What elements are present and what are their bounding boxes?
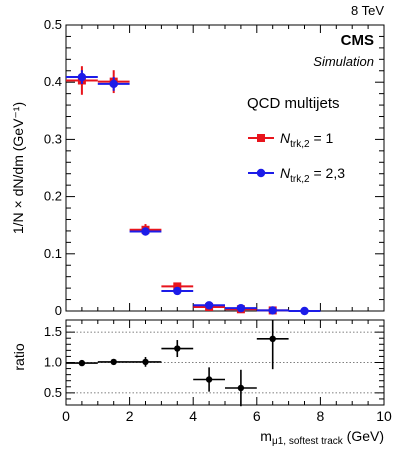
ratio-marker: [237, 384, 245, 392]
main-y-tick-label: 0.3: [44, 131, 62, 146]
ratio-marker: [205, 376, 213, 383]
legend-label-subscript: trk,2: [290, 174, 310, 185]
data-point: [225, 303, 257, 313]
ratio-data-point: [66, 359, 98, 367]
ratio-marker: [174, 345, 181, 352]
ratio-y-axis-title: ratio: [11, 343, 27, 370]
legend-label-rest: = 2,3: [310, 165, 346, 181]
main-y-tick-label: 0.5: [44, 17, 62, 32]
x-axis-title: mμ1, softest track (GeV): [260, 428, 384, 447]
legend-label-main: N: [280, 130, 291, 146]
legend-header: QCD multijets: [247, 95, 340, 112]
main-y-tick-label: 0: [55, 303, 62, 318]
legend-entry: Ntrk,2 = 1: [248, 130, 334, 150]
square-marker: [173, 282, 182, 291]
legend-label-main: N: [280, 165, 291, 181]
data-point: [288, 306, 321, 316]
main-axis-ticks: 0 0.1 0.2 0.3 0.4 0.5: [44, 17, 385, 318]
data-point: [161, 286, 194, 296]
main-y-tick-label: 0.2: [44, 189, 62, 204]
x-tick-label: 0: [62, 408, 70, 424]
experiment-label: CMS: [341, 32, 374, 49]
x-tick-label: 6: [253, 408, 261, 424]
legend-label-rest: = 1: [310, 130, 334, 146]
x-axis-title-subscript: μ1, softest track: [272, 436, 344, 447]
ratio-marker: [269, 335, 276, 343]
circle-marker: [268, 306, 277, 315]
x-tick-label: 2: [126, 408, 134, 424]
ratio-marker: [78, 359, 86, 367]
circle-marker: [204, 301, 214, 310]
circle-marker: [77, 72, 87, 82]
circle-marker: [173, 286, 182, 296]
circle-marker: [300, 306, 309, 316]
ratio-data-point: [161, 340, 194, 358]
legend-label-subscript: trk,2: [290, 139, 310, 150]
x-tick-label: 8: [317, 408, 325, 424]
data-point: [66, 70, 98, 84]
main-y-tick-label: 0.4: [44, 74, 62, 89]
circle-marker: [109, 79, 118, 89]
data-point: [97, 77, 130, 91]
main-data-points: [66, 66, 321, 316]
x-axis-title-main: m: [260, 428, 272, 444]
legend-circle-marker: [256, 168, 266, 178]
x-tick-label: 10: [376, 408, 392, 424]
circle-marker: [236, 303, 246, 313]
legend-label: Ntrk,2 = 1: [280, 130, 334, 150]
ratio-data-point: [225, 369, 257, 407]
main-y-tick-label: 0.1: [44, 246, 62, 261]
legend-label: Ntrk,2 = 2,3: [280, 165, 345, 185]
ratio-marker: [110, 358, 117, 366]
ratio-data-point: [193, 367, 225, 392]
legend-entry: Ntrk,2 = 2,3: [248, 165, 345, 185]
ratio-y-tick-label: 1.5: [44, 324, 62, 339]
data-point: [129, 227, 162, 236]
circle-marker: [141, 227, 150, 236]
main-y-axis-title: 1/N × dN/dm (GeV⁻¹): [10, 102, 26, 234]
ratio-y-tick-label: 0.5: [44, 385, 62, 400]
legend-square-marker: [257, 134, 265, 142]
ratio-data-point: [129, 357, 162, 367]
data-point: [256, 306, 289, 315]
simulation-label: Simulation: [313, 54, 374, 69]
energy-label: 8 TeV: [351, 3, 384, 18]
ratio-data-points: [66, 320, 289, 407]
ratio-marker: [142, 358, 149, 366]
ratio-axis-ticks: 0.5 1.0 1.5 0 2 4 6 8 10: [44, 320, 392, 424]
ratio-y-tick-label: 1.0: [44, 355, 62, 370]
ratio-data-point: [97, 358, 130, 366]
x-tick-label: 4: [189, 408, 197, 424]
data-point: [193, 301, 225, 310]
x-axis-title-unit: (GeV): [343, 428, 384, 444]
ratio-data-point: [256, 320, 289, 370]
